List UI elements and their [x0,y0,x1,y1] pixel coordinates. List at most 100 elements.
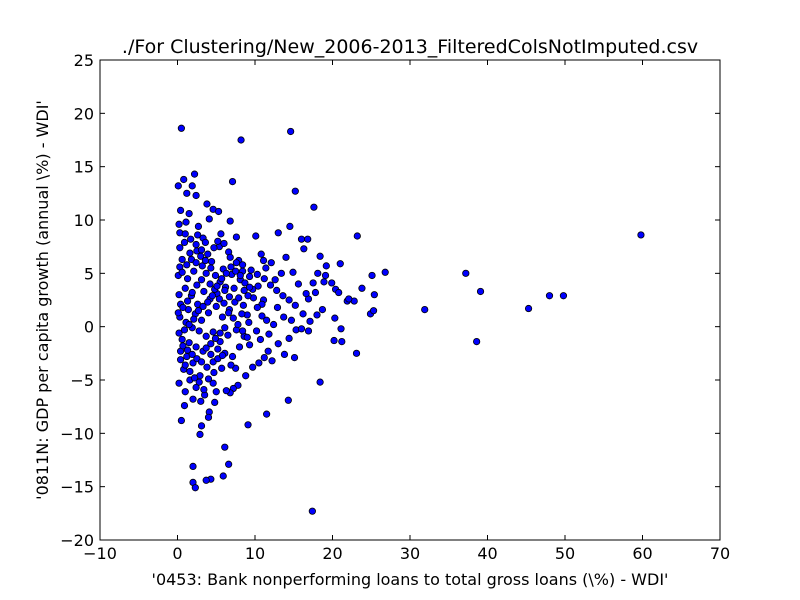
data-point [244,292,252,300]
data-point [271,276,279,284]
data-point [198,262,206,270]
data-point [181,361,189,369]
y-tick-label: 0 [84,318,94,337]
data-point [224,331,232,339]
data-point [282,253,290,261]
data-point [218,364,226,372]
data-point [191,484,199,492]
data-point [215,295,223,303]
data-point [204,309,213,317]
data-point [197,358,206,366]
data-point [211,398,219,406]
data-point [310,203,318,211]
data-point [268,357,276,365]
data-point [176,244,184,252]
data-point [337,325,345,333]
data-point [180,326,189,334]
data-point [214,237,222,245]
data-point [269,320,278,329]
data-point [195,378,203,386]
data-point [313,311,321,319]
data-point [273,303,282,312]
data-point [291,187,299,195]
x-tick-label: 0 [172,544,182,563]
data-point [308,507,316,515]
data-point [345,295,353,303]
data-point [274,229,282,237]
data-point [175,379,183,387]
x-tick-label: 60 [632,544,652,563]
data-point [637,231,645,239]
data-point [237,136,245,144]
data-point [186,367,194,376]
data-point [202,344,210,352]
data-point [245,283,254,291]
x-tick-label: 50 [555,544,575,563]
data-point [318,305,327,314]
data-point [320,278,328,286]
y-tick-label: 25 [74,51,94,70]
data-point [266,281,275,289]
data-point [235,343,244,351]
data-point [221,286,229,294]
data-point [185,320,193,329]
data-point [247,266,255,274]
data-point [212,388,220,396]
data-point [192,343,200,351]
data-point [177,416,185,425]
data-point [183,261,191,269]
data-point [300,245,308,253]
data-point [210,368,218,377]
data-point [204,298,212,306]
data-point [316,252,324,260]
y-tick-label: 20 [74,104,94,123]
data-point [186,249,194,257]
y-tick-label: 10 [74,211,94,230]
data-point [188,182,196,190]
chart-title: ./For Clustering/New_2006-2013_FilteredC… [122,36,698,58]
data-point [321,271,330,280]
data-point [225,460,233,468]
data-point [177,124,185,132]
data-point [227,361,235,369]
data-point [208,257,216,266]
plot-area [99,59,721,541]
data-point [220,299,228,307]
data-point [183,346,192,354]
data-point [225,293,234,301]
data-point [304,327,313,335]
data-point [314,269,322,277]
x-tick-label: 10 [245,544,265,563]
data-point [201,238,209,246]
data-point [309,279,317,287]
data-point [195,327,203,335]
data-point [302,289,310,298]
data-point [202,332,210,340]
data-point [189,462,197,470]
x-tick-label: 70 [710,544,730,563]
data-point [239,261,247,269]
data-point [297,325,306,333]
data-point [225,309,233,317]
data-point [192,191,200,200]
data-point [291,301,299,309]
data-point [216,329,224,337]
data-point [181,284,189,292]
data-point [183,297,192,305]
data-point [287,127,295,136]
data-point [177,356,185,364]
data-point [330,336,338,345]
data-point [476,287,485,296]
y-axis-label: '0811N: GDP per capita growth (annual \%… [33,100,52,500]
data-point [241,279,249,287]
data-point [252,327,261,335]
data-point [322,262,330,270]
data-point [263,316,271,324]
data-point [260,275,268,283]
data-point [178,268,186,276]
x-axis-label: '0453: Bank nonperforming loans to total… [152,570,669,589]
data-point [200,385,208,394]
data-point [267,259,275,267]
data-point [227,263,235,271]
